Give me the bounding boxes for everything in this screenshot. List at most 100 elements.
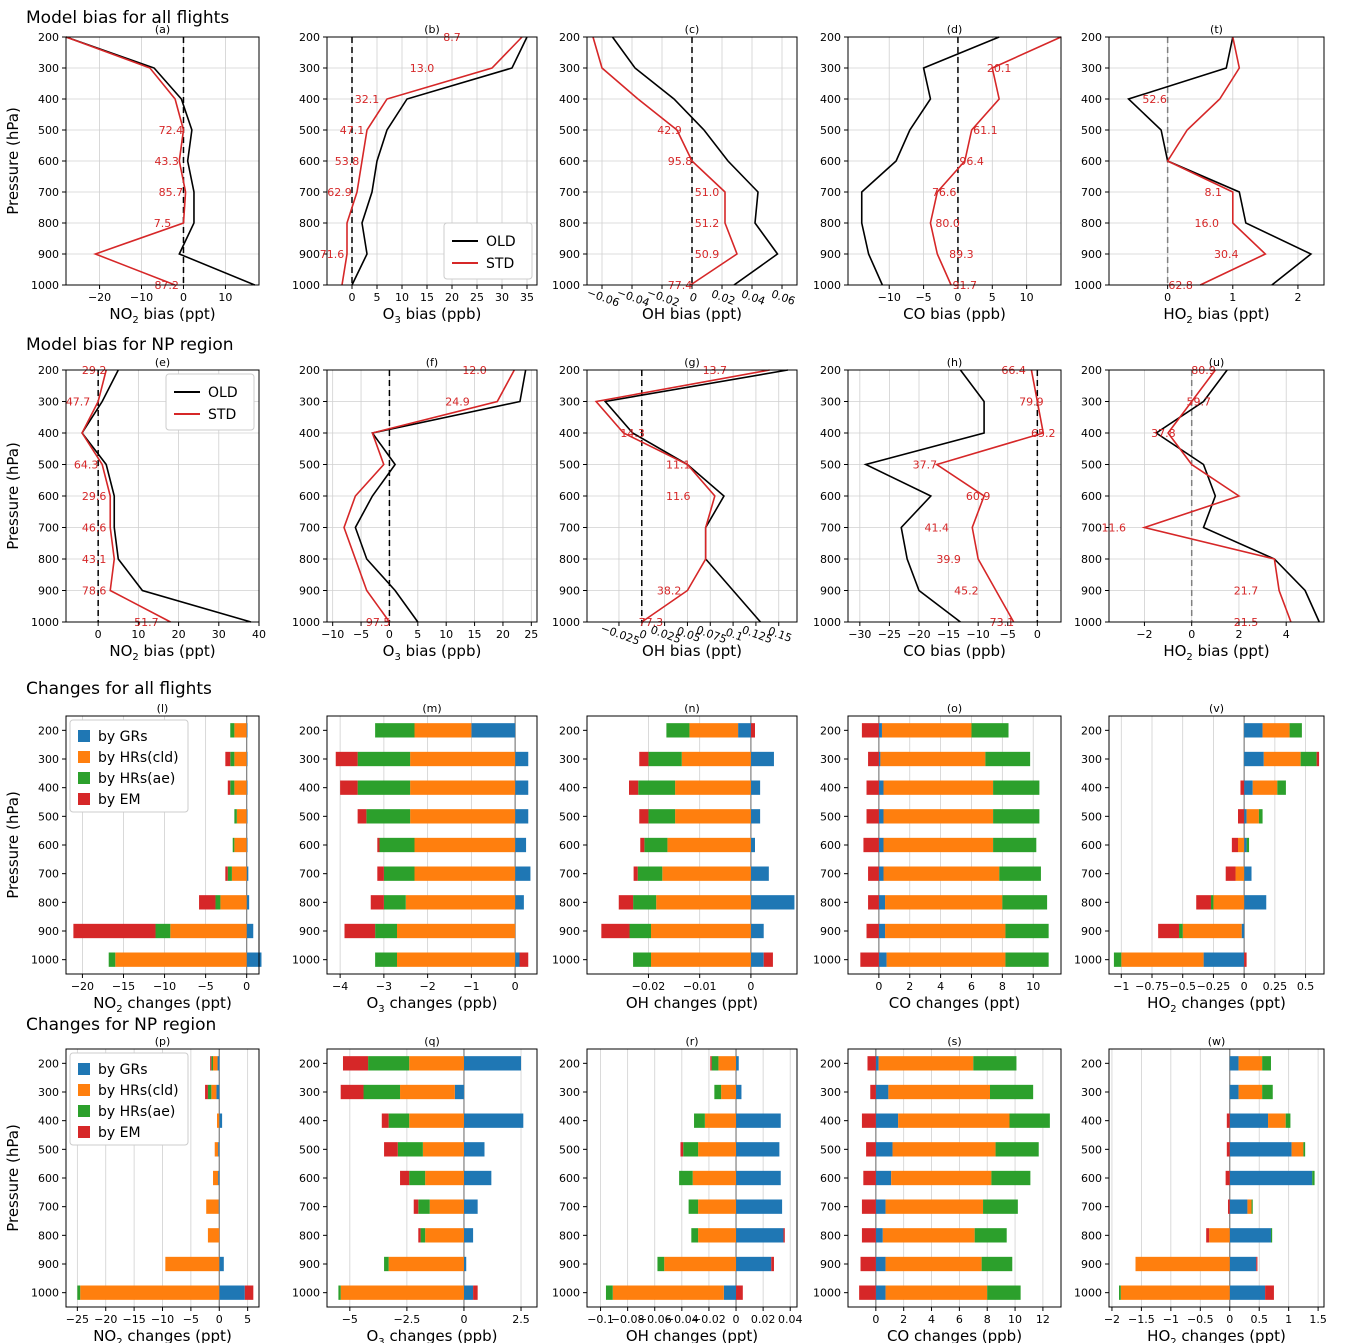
ytick-label: 600 — [299, 839, 320, 852]
ytick-label: 200 — [1081, 364, 1102, 377]
legend-swatch — [78, 772, 90, 784]
bar-GRs-1000 — [515, 952, 520, 967]
bar-HRs(cld)-500 — [410, 809, 516, 824]
bar-EM-700 — [1225, 866, 1236, 881]
y-axis-label: Pressure (hPa) — [4, 107, 22, 215]
bar-GRs-200 — [736, 1056, 739, 1071]
ytick-label: 300 — [820, 1086, 841, 1099]
xtick-label: 0.5 — [1297, 980, 1315, 993]
panel-w: −2 −1.5 −1 −0.5 0 0.5 1 1.5 200 300 400 500 600 700 80… — [1074, 1035, 1327, 1343]
bar-HRs(cld)-600 — [891, 1170, 992, 1186]
ytick-label: 800 — [559, 217, 580, 230]
xtick-label: −20 — [88, 291, 111, 304]
bar-EM-500 — [357, 809, 367, 824]
legend-label: by HRs(cld) — [98, 750, 179, 766]
series-STD — [1141, 369, 1292, 623]
bar-GRs-800 — [878, 895, 886, 910]
xtick-label: −5 — [198, 980, 214, 993]
bar-EM-800 — [418, 1228, 421, 1243]
axes-frame — [586, 715, 798, 975]
bar-GRs-600 — [1244, 837, 1247, 853]
xtick-label: −10 — [321, 628, 344, 641]
xtick-label: 2 — [906, 980, 913, 993]
bar-GRs-1000 — [1229, 1285, 1266, 1300]
panel-d: −10 −5 0 5 10 200 300 400 500 600 700 800 900 1000 20.… — [813, 23, 1062, 323]
ytick-label: 1000 — [31, 954, 59, 967]
bar-GRs-400 — [750, 780, 761, 795]
ytick-label: 300 — [820, 396, 841, 409]
x-axis-label: CO bias (ppb) — [903, 642, 1006, 660]
panel-t: 0 1 2 200 300 400 500 600 700 800 900 1000 52.6 8.1 16… — [1074, 23, 1325, 326]
axes-frame — [1108, 369, 1325, 623]
ytick-label: 600 — [820, 839, 841, 852]
xtick-label: 10 — [1026, 980, 1040, 993]
bar-HRs(cld)-400 — [1268, 1113, 1286, 1128]
xtick-label: 25 — [524, 628, 538, 641]
legend-label: STD — [208, 407, 236, 423]
ytick-label: 300 — [559, 62, 580, 75]
ytick-label: 500 — [299, 124, 320, 137]
legend-swatch — [78, 1126, 90, 1138]
data-label: 64.3 — [74, 459, 99, 472]
legend-box — [69, 1052, 189, 1146]
bar-HRs(cld)-900 — [165, 1256, 220, 1272]
xtick-label: −2 — [420, 980, 436, 993]
xtick-label: 2.5 — [512, 1313, 530, 1326]
bar-HRs(cld)-800 — [207, 1228, 220, 1243]
x-axis-label: O3 changes (ppb) — [366, 1327, 497, 1343]
bar-HRs(ae)-600 — [679, 1170, 693, 1186]
ytick-label: 700 — [820, 868, 841, 881]
xtick-label: −30 — [848, 628, 871, 641]
ytick-label: 800 — [38, 896, 59, 909]
ytick-label: 300 — [299, 753, 320, 766]
ytick-label: 200 — [820, 1057, 841, 1070]
xtick-label: 0.02 — [751, 1313, 776, 1326]
ytick-label: 1000 — [292, 279, 320, 292]
bar-HRs(cld)-500 — [214, 1142, 219, 1157]
bar-HRs(ae)-300 — [985, 751, 1031, 767]
bar-GRs-800 — [750, 895, 795, 910]
ytick-label: 300 — [820, 62, 841, 75]
bar-HRs(ae)-900 — [384, 1256, 389, 1272]
panel-title: (f) — [426, 356, 438, 369]
bar-GRs-300 — [246, 751, 248, 767]
xtick-label: 0 — [386, 628, 393, 641]
bar-HRs(cld)-900 — [170, 923, 247, 939]
ytick-label: 800 — [38, 217, 59, 230]
bar-GRs-500 — [1244, 809, 1247, 824]
bar-GRs-500 — [515, 809, 529, 824]
bar-HRs(cld)-500 — [236, 809, 247, 824]
panel-title: (g) — [684, 356, 700, 369]
ytick-label: 500 — [38, 1143, 59, 1156]
bar-HRs(cld)-500 — [883, 809, 994, 824]
bar-HRs(cld)-500 — [1291, 1142, 1304, 1157]
series-OLD — [611, 36, 779, 286]
bar-HRs(cld)-300 — [888, 1084, 990, 1100]
bar-GRs-1000 — [875, 1285, 886, 1300]
ytick-label: 400 — [820, 782, 841, 795]
bar-HRs(cld)-300 — [880, 751, 986, 767]
bar-EM-300 — [335, 751, 358, 767]
ytick-label: 900 — [559, 925, 580, 938]
xtick-label: −0.5 — [1187, 1313, 1214, 1326]
bar-EM-400 — [861, 1113, 876, 1128]
bar-EM-400 — [629, 780, 639, 795]
bar-HRs(ae)-1000 — [1119, 1285, 1121, 1300]
legend-swatch — [78, 730, 90, 742]
axes-frame — [65, 715, 260, 975]
xtick-label: −10 — [878, 291, 901, 304]
bar-EM-500 — [866, 1142, 876, 1157]
ytick-label: 800 — [559, 553, 580, 566]
bar-HRs(cld)-800 — [656, 895, 751, 910]
bar-GRs-600 — [750, 837, 755, 853]
legend-swatch — [78, 751, 90, 763]
bar-HRs(cld)-700 — [1235, 866, 1245, 881]
ytick-label: 1000 — [1074, 279, 1102, 292]
bar-GRs-600 — [1229, 1170, 1313, 1186]
data-label: 43.3 — [154, 155, 179, 168]
bar-HRs(ae)-700 — [688, 1199, 699, 1214]
xtick-label: −4 — [332, 980, 348, 993]
bar-GRs-900 — [736, 1256, 772, 1272]
legend-label: by EM — [98, 1125, 141, 1141]
